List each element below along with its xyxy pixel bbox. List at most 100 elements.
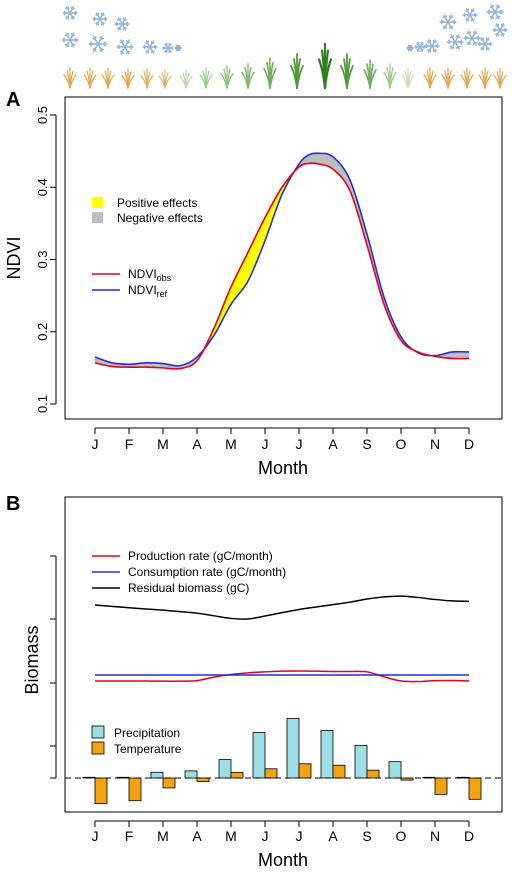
grass-blade — [499, 75, 507, 89]
snowflake-branch — [487, 11, 491, 15]
snowflake-arm — [92, 43, 99, 53]
snowflake-arm — [443, 14, 449, 23]
panel-b-chart: J F M A M J J A S O N D Biomass Month Production ra… — [22, 496, 503, 870]
snowflake-branch — [473, 41, 478, 44]
snowflake-branch — [147, 49, 150, 54]
snowflake-branch — [121, 50, 124, 55]
snowflake-arm — [69, 32, 75, 41]
snowflake-branch — [473, 30, 476, 35]
grass-tuft-icon — [493, 68, 507, 89]
snowflake-branch — [464, 37, 468, 41]
legend-ndvi-ref-sub: ref — [157, 289, 168, 299]
snowflake-branch — [411, 46, 414, 49]
precipitation-bar — [218, 759, 232, 779]
panel-b-y-axis — [50, 555, 57, 779]
grass-tuft-icon — [220, 65, 234, 89]
snowflake-branch — [95, 14, 99, 17]
legend-label-consumption-rate: Consumption rate (gC/month) — [128, 565, 286, 579]
snowflake-icon — [61, 32, 79, 48]
snowflake-arm — [471, 37, 477, 46]
ndvi-effect-fills — [94, 152, 470, 370]
snowflake-branch — [71, 15, 75, 18]
snowflake-arm — [124, 46, 130, 55]
legend-label-residual-biomass: Residual biomass (gC) — [128, 581, 249, 595]
snowflake-branch — [415, 46, 418, 49]
grass-tuft-icon — [441, 67, 455, 89]
legend-swatch-positive-effects — [92, 197, 103, 208]
residual-biomass-line — [94, 595, 470, 620]
legend-ndvi-obs-main: NDVI — [128, 267, 157, 281]
snowflake-branch — [499, 9, 503, 13]
snowflake-branch — [99, 36, 102, 41]
snowflake-icon — [477, 37, 493, 51]
snowflake-icon — [142, 40, 158, 54]
snowflake-arm — [97, 43, 104, 53]
snowflake-branch — [66, 43, 69, 48]
grass-tuft-icon — [401, 67, 415, 89]
legend-swatch-precipitation — [91, 725, 105, 739]
temperature-bar — [196, 777, 210, 782]
snowflake-icon — [446, 34, 464, 50]
snowflake-icon — [439, 14, 457, 30]
snowflake-branch — [179, 46, 182, 49]
panel-b-label: B — [6, 493, 20, 515]
temperature-bar — [468, 777, 482, 800]
snowflake-branch — [427, 41, 431, 44]
snowflake-branch — [97, 21, 100, 26]
biomass-series-lines — [94, 595, 470, 683]
snowflake-arm — [65, 32, 71, 41]
snowflake-branch — [488, 41, 492, 45]
legend-label-production-rate: Production rate (gC/month) — [128, 549, 273, 563]
snowflake-icon — [116, 39, 134, 55]
panel-b-bar-legend: Precipitation Temperature — [91, 725, 182, 756]
legend-ndvi-obs-sub: obs — [157, 273, 172, 283]
legend-label-positive-effects: Positive effects — [117, 196, 197, 210]
panel-a-y-axis-label: NDVI — [4, 236, 24, 279]
precipitation-bar — [320, 730, 334, 779]
x-tick-label: M — [157, 436, 169, 452]
snowflake-branch — [497, 32, 500, 37]
grass-blade — [389, 71, 397, 89]
snowflake-arm — [120, 39, 126, 48]
snowflake-branch — [449, 25, 454, 28]
snowflake-branch — [90, 43, 94, 47]
snowflake-branch — [463, 14, 467, 18]
snowflake-branch — [126, 39, 129, 44]
snowflake-branch — [100, 12, 103, 17]
grass-blade — [205, 74, 213, 89]
snowflake-branch — [119, 26, 122, 31]
snowflake-branch — [145, 42, 149, 45]
snowflake-branch — [125, 21, 129, 25]
negative-effect-fill — [467, 351, 470, 359]
x-tick-label: M — [225, 436, 237, 452]
snowflake-branch — [117, 46, 121, 50]
snowflake-arm — [97, 35, 104, 45]
snowflake-branch — [119, 41, 124, 44]
x-tick-label: A — [328, 436, 338, 452]
x-tick-label: D — [464, 436, 474, 452]
ndvi-obs-line — [94, 162, 470, 370]
x-tick-label: D — [464, 828, 474, 844]
temperature-bar — [230, 771, 244, 779]
snowflake-branch — [64, 34, 69, 37]
snowflake-branch — [491, 15, 494, 20]
snowflake-branch — [478, 43, 482, 47]
x-tick-label: J — [92, 828, 99, 844]
snowflake-branch — [150, 40, 153, 45]
snowflake-branch — [94, 47, 97, 52]
x-tick-label: J — [262, 828, 269, 844]
snowflake-icon — [406, 44, 414, 52]
x-tick-label: J — [296, 436, 303, 452]
panel-a-plot-frame — [64, 96, 503, 420]
grass-blade — [185, 75, 193, 89]
snowflake-branch — [456, 45, 461, 48]
panel-a-legend: Positive effects Negative effects NDVIob… — [92, 196, 203, 299]
snowflake-branch — [103, 16, 107, 20]
snowflake-branch — [73, 10, 77, 14]
snowflake-branch — [456, 34, 459, 39]
snowflake-icon — [492, 23, 508, 37]
snowflake-branch — [429, 48, 432, 53]
x-tick-label: N — [430, 436, 440, 452]
snowflake-arm — [454, 34, 460, 43]
snowflake-branch — [122, 17, 125, 22]
